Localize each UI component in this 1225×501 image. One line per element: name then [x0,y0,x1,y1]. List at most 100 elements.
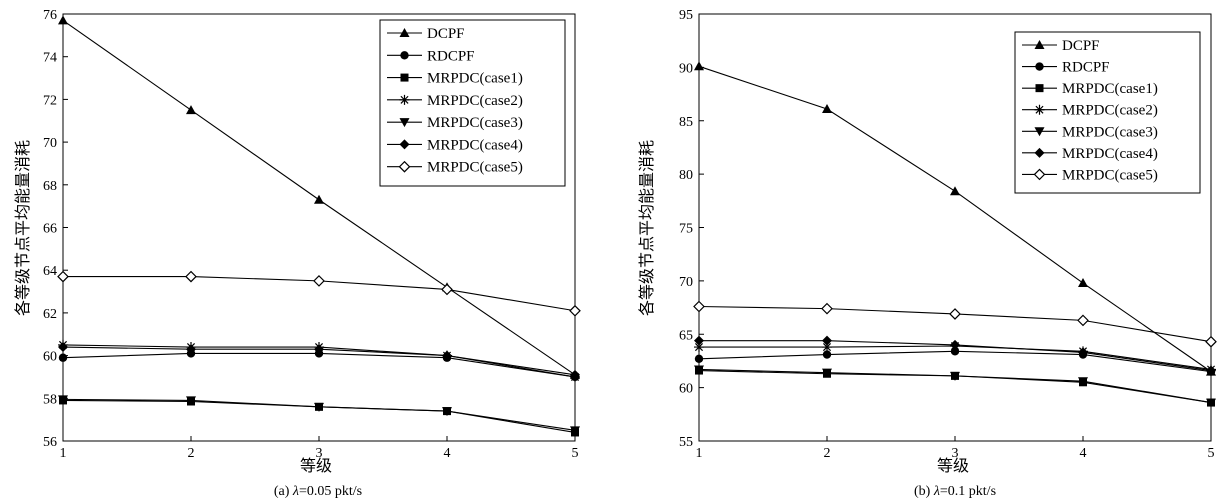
y-tick-label: 65 [679,328,693,343]
y-tick-label: 56 [43,435,57,450]
x-tick-label: 5 [1208,446,1215,461]
data-point-mrpdc-case4 [694,335,704,346]
y-tick-label: 55 [679,435,693,450]
chart-panel-b: 55 60 65 70 75 80 85 90 95 1 2 3 4 5 DCPF RDCPF MRPDC(ca… [637,8,1217,499]
y-tick-label: 62 [43,307,57,322]
legend-box [379,19,566,187]
y-tick-label: 80 [679,168,693,183]
y-axis-label: 各等级节点平均能量消耗 [13,140,32,316]
y-tick-label: 76 [43,8,57,23]
legend-marker [400,51,409,60]
x-axis-label: 等级 [300,456,332,475]
x-tick-label: 4 [444,446,451,461]
caption-prefix: (b) [914,484,934,499]
legend-label: DCPF [427,26,465,42]
caption-prefix: (a) [274,484,293,499]
data-point-rdcpf [950,347,960,356]
data-point-rdcpf [822,350,832,359]
legend-marker [1034,104,1045,115]
y-tick-label: 75 [679,222,693,237]
x-tick-label: 3 [316,446,323,461]
data-point-dcpf [58,15,68,25]
legend-marker [400,73,409,82]
y-tick-label: 60 [679,382,693,397]
data-point-mrpdc-case3 [950,371,960,381]
legend-label: RDCPF [1062,60,1110,76]
data-point-mrpdc-case4 [186,344,196,355]
y-tick-label: 72 [43,93,57,108]
x-tick-label: 2 [188,446,195,461]
legend-label: MRPDC(case1) [1062,81,1158,97]
legend-marker [1033,168,1046,181]
legend-marker [1035,84,1044,93]
data-point-dcpf [822,104,832,114]
data-point-mrpdc-case5 [1205,335,1217,348]
legend-label: RDCPF [427,48,475,64]
panel-caption: (a) λ=0.05 pkt/s [274,484,362,499]
legend-marker [1035,62,1044,71]
data-point-mrpdc-case5 [693,300,705,313]
legend-label: MRPDC(case4) [427,137,523,153]
legend-marker [399,118,410,128]
legend-marker [398,160,411,173]
legend-box [1014,31,1201,194]
y-tick-label: 60 [43,350,57,365]
data-point-dcpf [694,61,704,71]
y-tick-label: 70 [679,275,693,290]
chart-panel-a: 56 58 60 62 64 66 68 70 72 74 76 1 2 3 4 5 DCPF RDCPF MRPD… [13,8,581,499]
data-point-mrpdc-case4 [1206,365,1216,376]
caption-rate: =0.05 pkt/s [299,484,362,499]
data-point-rdcpf [694,354,704,364]
legend-label: MRPDC(case1) [427,71,523,87]
data-point-mrpdc-case3 [58,395,68,405]
data-point-mrpdc-case3 [570,426,580,436]
legend-marker [1034,40,1045,49]
x-tick-label: 4 [1080,446,1087,461]
data-point-mrpdc-case5 [569,304,581,317]
legend-label: MRPDC(case4) [1062,146,1158,162]
data-point-mrpdc-case5 [185,270,197,283]
legend-marker [399,28,410,37]
data-point-mrpdc-case5 [949,308,961,320]
data-point-mrpdc-case4 [822,335,832,346]
data-point-dcpf [1078,278,1088,288]
caption-rate: =0.1 pkt/s [940,484,996,499]
data-point-mrpdc-case3 [1078,377,1088,387]
y-tick-label: 90 [679,61,693,76]
x-tick-label: 5 [572,446,579,461]
legend-label: MRPDC(case2) [1062,103,1158,119]
y-tick-label: 85 [679,115,693,130]
data-point-mrpdc-case4 [950,339,960,350]
caption-lambda: λ [292,484,299,499]
legend-marker [399,94,410,105]
legend-label: MRPDC(case5) [1062,167,1158,183]
data-point-mrpdc-case4 [58,342,68,353]
data-point-mrpdc-case2 [694,342,704,353]
legend-marker [1034,147,1045,158]
y-tick-label: 66 [43,222,57,237]
y-tick-label: 58 [43,392,57,407]
caption-lambda: λ [933,484,940,499]
y-tick-label: 64 [43,264,57,279]
x-tick-label: 3 [952,446,959,461]
data-point-mrpdc-case5 [57,270,69,283]
y-tick-label: 68 [43,179,57,194]
data-point-mrpdc-case4 [314,344,324,355]
data-point-rdcpf [58,353,68,362]
data-point-mrpdc-case5 [441,283,453,296]
data-point-mrpdc-case3 [822,368,832,378]
x-axis-label: 等级 [937,456,969,475]
y-tick-label: 95 [679,8,693,23]
legend-marker [1034,127,1045,137]
data-point-mrpdc-case4 [1078,347,1088,358]
y-tick-label: 74 [43,51,57,66]
data-point-mrpdc-case4 [570,369,580,380]
x-tick-label: 1 [696,446,703,461]
legend-label: MRPDC(case3) [427,115,523,131]
legend-label: MRPDC(case2) [427,93,523,109]
legend-marker [399,139,410,150]
legend-label: MRPDC(case3) [1062,124,1158,140]
legend: DCPF RDCPF MRPDC(case1) MRPDC(case2) MRPDC(c… [379,19,566,187]
data-point-dcpf [186,105,196,115]
